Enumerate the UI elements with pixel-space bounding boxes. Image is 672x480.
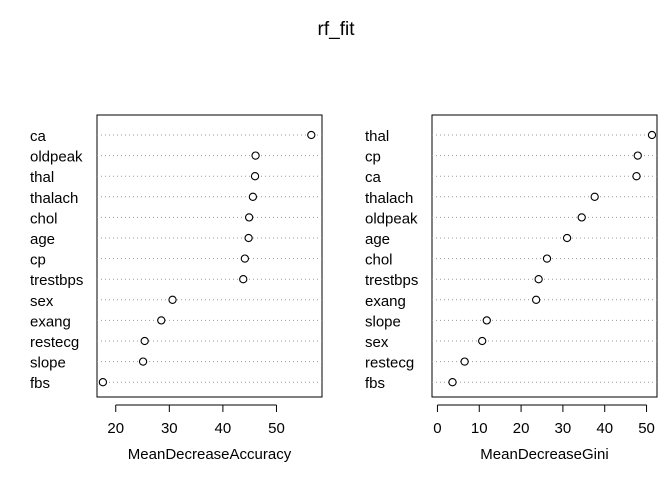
data-point bbox=[647, 130, 657, 140]
category-label: exang bbox=[30, 313, 71, 330]
data-point bbox=[542, 254, 552, 263]
data-point bbox=[244, 213, 254, 222]
panel-2: thal cp ca thalach oldpeak age chol trestbps exa… bbox=[365, 114, 658, 463]
data-point bbox=[590, 192, 599, 201]
category-label: oldpeak bbox=[30, 149, 83, 166]
panel-1: ca oldpeak thal thalach chol age cp trestbps sex… bbox=[30, 114, 323, 463]
x-tick-label: 50 bbox=[268, 420, 285, 437]
category-label: cp bbox=[30, 252, 46, 269]
category-label: sex bbox=[30, 293, 54, 310]
x-tick-label: 0 bbox=[433, 420, 441, 437]
category-label: age bbox=[30, 231, 55, 248]
x-tick-label: 50 bbox=[638, 420, 655, 437]
category-label: trestbps bbox=[365, 272, 418, 289]
data-point bbox=[168, 295, 177, 304]
category-label: slope bbox=[30, 355, 66, 372]
category-label: fbs bbox=[365, 375, 385, 392]
chart-title: rf_fit bbox=[318, 19, 356, 40]
data-point bbox=[577, 213, 586, 222]
data-point bbox=[460, 357, 469, 366]
x-tick-label: 10 bbox=[471, 420, 488, 437]
data-point bbox=[98, 378, 108, 387]
data-point bbox=[482, 316, 491, 325]
x-tick-label: 40 bbox=[215, 420, 232, 437]
plot-frame bbox=[96, 114, 323, 398]
data-point bbox=[250, 172, 260, 181]
plot-frame bbox=[431, 114, 658, 398]
x-tick-label: 40 bbox=[596, 420, 613, 437]
data-point bbox=[633, 151, 642, 160]
data-point bbox=[562, 233, 572, 243]
category-label: restecg bbox=[30, 334, 79, 351]
category-label: oldpeak bbox=[365, 210, 418, 227]
data-point bbox=[448, 378, 457, 387]
category-label: cp bbox=[365, 149, 381, 166]
category-label: restecg bbox=[365, 355, 414, 372]
category-label: chol bbox=[365, 252, 393, 269]
category-label: sex bbox=[365, 334, 389, 351]
data-point bbox=[239, 275, 248, 284]
data-point bbox=[251, 151, 260, 160]
data-point bbox=[632, 172, 641, 181]
category-label: thal bbox=[30, 169, 54, 186]
category-label: slope bbox=[365, 313, 401, 330]
data-point bbox=[534, 275, 543, 284]
category-label: ca bbox=[365, 169, 382, 186]
data-point bbox=[248, 192, 258, 201]
x-tick-label: 30 bbox=[161, 420, 178, 437]
category-label: ca bbox=[30, 128, 47, 145]
data-point bbox=[307, 130, 316, 140]
category-label: fbs bbox=[30, 375, 50, 392]
x-tick-label: 20 bbox=[107, 420, 124, 437]
category-label: thalach bbox=[30, 190, 78, 207]
category-label: trestbps bbox=[30, 272, 83, 289]
category-label: thalach bbox=[365, 190, 413, 207]
category-label: age bbox=[365, 231, 390, 248]
data-point bbox=[531, 295, 541, 304]
x-tick-label: 30 bbox=[555, 420, 572, 437]
category-label: chol bbox=[30, 210, 58, 227]
data-point bbox=[140, 336, 149, 346]
data-point bbox=[240, 254, 250, 263]
data-point bbox=[478, 336, 487, 346]
x-axis-label: MeanDecreaseAccuracy bbox=[128, 446, 292, 463]
data-point bbox=[244, 233, 253, 243]
x-axis-label: MeanDecreaseGini bbox=[480, 446, 608, 463]
category-label: exang bbox=[365, 293, 406, 310]
data-point bbox=[157, 316, 166, 325]
category-label: thal bbox=[365, 128, 389, 145]
x-tick-label: 20 bbox=[513, 420, 530, 437]
data-point bbox=[138, 357, 148, 366]
